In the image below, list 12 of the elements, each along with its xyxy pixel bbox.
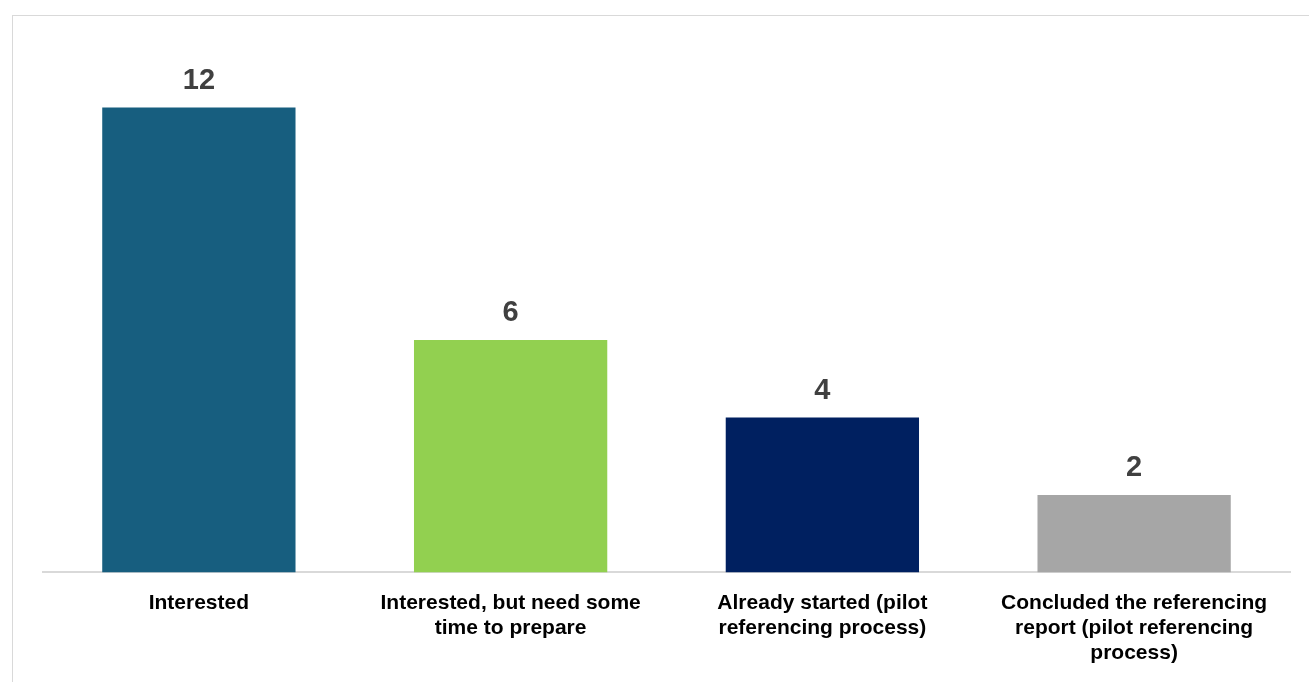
x-tick-label: Already started (pilot referencing process) bbox=[717, 589, 928, 638]
bar bbox=[1037, 494, 1231, 573]
bar bbox=[413, 339, 608, 573]
bar bbox=[725, 417, 920, 573]
data-label: 12 bbox=[182, 62, 216, 95]
x-tick-label: Interested, but need some time to prepare bbox=[380, 589, 641, 638]
data-label: 4 bbox=[814, 372, 831, 405]
bar bbox=[102, 107, 296, 573]
x-tick-label: Concluded the referencing report (pilot referencing process) bbox=[1001, 589, 1268, 664]
data-label: 6 bbox=[502, 295, 519, 328]
data-label: 2 bbox=[1126, 450, 1143, 483]
x-tick-label: Interested bbox=[148, 589, 250, 613]
